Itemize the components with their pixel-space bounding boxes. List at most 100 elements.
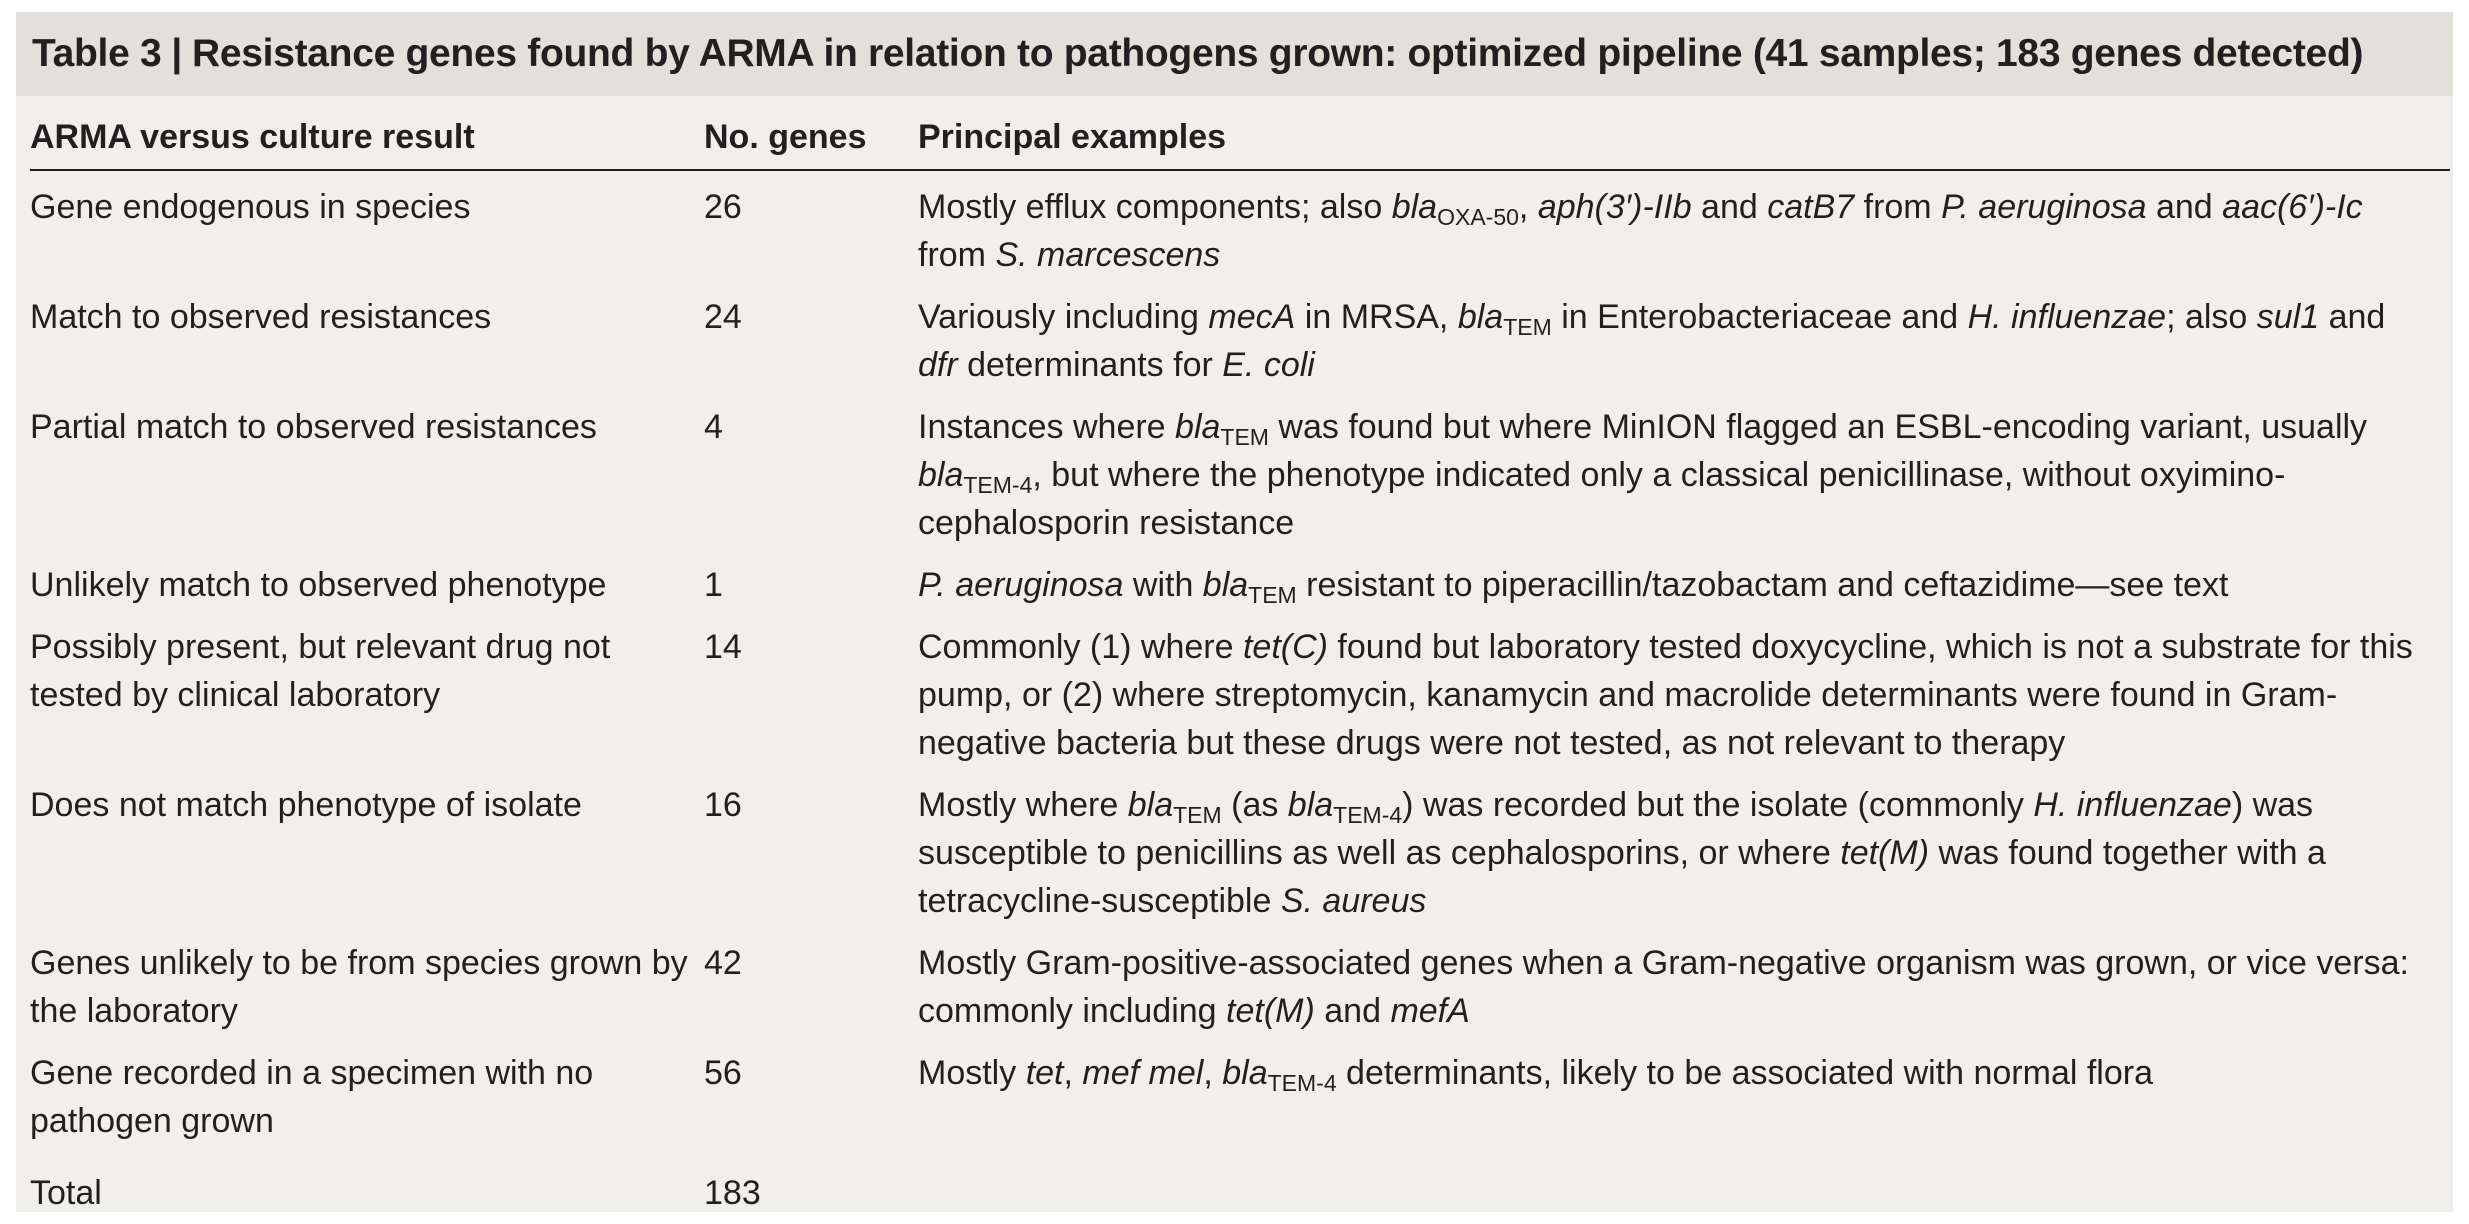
- italic-term: bla: [918, 456, 964, 494]
- total-label: Total: [30, 1174, 102, 1212]
- table-row: Possibly present, but relevant drug not …: [30, 623, 2450, 781]
- resistance-genes-table: ARMA versus culture result No. genes Pri…: [30, 96, 2450, 1217]
- table-row: Gene endogenous in species 26 Mostly efflu…: [30, 170, 2450, 293]
- example-text: and: [1691, 188, 1768, 226]
- italic-term: tet(M): [1840, 834, 1930, 872]
- italic-term: tet(M): [1226, 992, 1315, 1030]
- italic-term: mefA: [1390, 992, 1470, 1030]
- example-text: and: [2146, 188, 2223, 226]
- italic-term: bla: [1175, 408, 1221, 446]
- gene-variant-subscript: TEM-4: [1267, 1070, 1337, 1096]
- italic-term: aac(6′)-Ic: [2222, 188, 2363, 226]
- column-header-examples: Principal examples: [918, 96, 2450, 171]
- example-text: ) was recorded but the isolate (commonly: [1402, 786, 2034, 824]
- total-genes: 183: [704, 1174, 761, 1212]
- row-gene-count: 14: [704, 628, 742, 666]
- table-row: Genes unlikely to be from species grown …: [30, 939, 2450, 1049]
- italic-term: catB7: [1767, 188, 1855, 226]
- example-text: from: [1854, 188, 1942, 226]
- table-row: Unlikely match to observed phenotype 1 P. …: [30, 561, 2450, 623]
- example-text: determinants for: [957, 346, 1223, 384]
- example-text: Commonly (1) where: [918, 628, 1243, 666]
- example-text: ,: [1203, 1054, 1223, 1092]
- italic-term: tet: [1025, 1054, 1064, 1092]
- example-text: found but laboratory tested doxycycline,…: [918, 628, 2413, 762]
- example-text: ,: [1063, 1054, 1083, 1092]
- gene-variant-subscript: OXA-50: [1437, 204, 1519, 230]
- row-examples: Instances where blaTEM was found but whe…: [918, 403, 2450, 561]
- table-row: Match to observed resistances 24 Variously…: [30, 293, 2450, 403]
- row-result: Unlikely match to observed phenotype: [30, 566, 607, 604]
- example-text: was found together with a tetracycline-s…: [918, 834, 2326, 920]
- example-text: determinants, likely to be associated wi…: [1336, 1054, 2153, 1092]
- table-title: Resistance genes found by ARMA in relati…: [192, 32, 2364, 75]
- header-row: ARMA versus culture result No. genes Pri…: [30, 96, 2450, 171]
- example-text: Instances where: [918, 408, 1176, 446]
- gene-variant-subscript: TEM: [1173, 802, 1222, 828]
- example-text: Mostly efflux components; also: [918, 188, 1392, 226]
- italic-term: mecA: [1208, 298, 1296, 336]
- table-row: Does not match phenotype of isolate 16 Mos…: [30, 781, 2450, 939]
- example-text: in Enterobacteriaceae and: [1551, 298, 1968, 336]
- table-body: Gene endogenous in species 26 Mostly efflu…: [30, 170, 2450, 1217]
- row-examples: Mostly tet, mef mel, blaTEM-4 determinan…: [918, 1049, 2450, 1159]
- example-text: Mostly Gram-positive-associated genes wh…: [918, 944, 2409, 1030]
- row-examples: Mostly efflux components; also blaOXA-50…: [918, 170, 2450, 293]
- example-text: with: [1123, 566, 1203, 604]
- row-result: Partial match to observed resistances: [30, 408, 597, 446]
- italic-term: H. influenzae: [1967, 298, 2167, 336]
- italic-term: bla: [1222, 1054, 1268, 1092]
- row-gene-count: 1: [704, 566, 723, 604]
- italic-term: sul1: [2256, 298, 2320, 336]
- row-examples: P. aeruginosa with blaTEM resistant to p…: [918, 561, 2450, 623]
- row-result: Does not match phenotype of isolate: [30, 786, 582, 824]
- example-text: in MRSA,: [1295, 298, 1458, 336]
- italic-term: aph(3′)-IIb: [1537, 188, 1692, 226]
- italic-term: dfr: [918, 346, 958, 384]
- row-gene-count: 42: [704, 944, 742, 982]
- italic-term: mef mel: [1082, 1054, 1204, 1092]
- example-text: resistant to piperacillin/tazobactam and…: [1296, 566, 2229, 604]
- italic-term: H. influenzae: [2033, 786, 2232, 824]
- italic-term: S. aureus: [1280, 882, 1427, 920]
- example-text: was found but where MinION flagged an ES…: [1268, 408, 2368, 446]
- row-examples: Variously including mecA in MRSA, blaTEM…: [918, 293, 2450, 403]
- row-result: Gene recorded in a specimen with no path…: [30, 1054, 594, 1140]
- row-result: Gene endogenous in species: [30, 188, 471, 226]
- italic-term: tet(C): [1242, 628, 1328, 666]
- example-text: ) was susceptible to penicillins as well…: [918, 786, 2314, 872]
- example-text: ; also: [2166, 298, 2257, 336]
- row-gene-count: 16: [704, 786, 742, 824]
- row-examples: Commonly (1) where tet(C) found but labo…: [918, 623, 2450, 781]
- row-gene-count: 24: [704, 298, 742, 336]
- italic-term: bla: [1457, 298, 1504, 336]
- results-table-panel: Table 3 | Resistance genes found by ARMA…: [16, 12, 2453, 1212]
- row-gene-count: 26: [704, 188, 742, 226]
- caption-separator: |: [171, 32, 183, 75]
- italic-term: bla: [1391, 188, 1438, 226]
- example-text: (as: [1221, 786, 1288, 824]
- italic-term: E. coli: [1222, 346, 1315, 384]
- example-text: and: [1314, 992, 1391, 1030]
- row-result: Possibly present, but relevant drug not …: [30, 628, 611, 714]
- example-text: Mostly: [918, 1054, 1026, 1092]
- italic-term: P. aeruginosa: [918, 566, 1124, 604]
- row-result: Match to observed resistances: [30, 298, 492, 336]
- table-row: Partial match to observed resistances 4 In…: [30, 403, 2450, 561]
- column-header-result: ARMA versus culture result: [30, 96, 704, 171]
- row-gene-count: 4: [704, 408, 723, 446]
- total-examples-empty: [918, 1159, 2450, 1217]
- row-examples: Mostly where blaTEM (as blaTEM-4) was re…: [918, 781, 2450, 939]
- gene-variant-subscript: TEM-4: [1333, 802, 1403, 828]
- row-examples: Mostly Gram-positive-associated genes wh…: [918, 939, 2450, 1049]
- italic-term: S. marcescens: [995, 236, 1221, 274]
- italic-term: bla: [1127, 786, 1174, 824]
- table-row: Gene recorded in a specimen with no path…: [30, 1049, 2450, 1159]
- italic-term: bla: [1202, 566, 1249, 604]
- example-text: ,: [1518, 188, 1538, 226]
- example-text: from: [918, 236, 996, 274]
- example-text: and: [2319, 298, 2386, 336]
- italic-term: bla: [1287, 786, 1334, 824]
- example-text: Mostly where: [918, 786, 1128, 824]
- gene-variant-subscript: TEM: [1220, 424, 1269, 450]
